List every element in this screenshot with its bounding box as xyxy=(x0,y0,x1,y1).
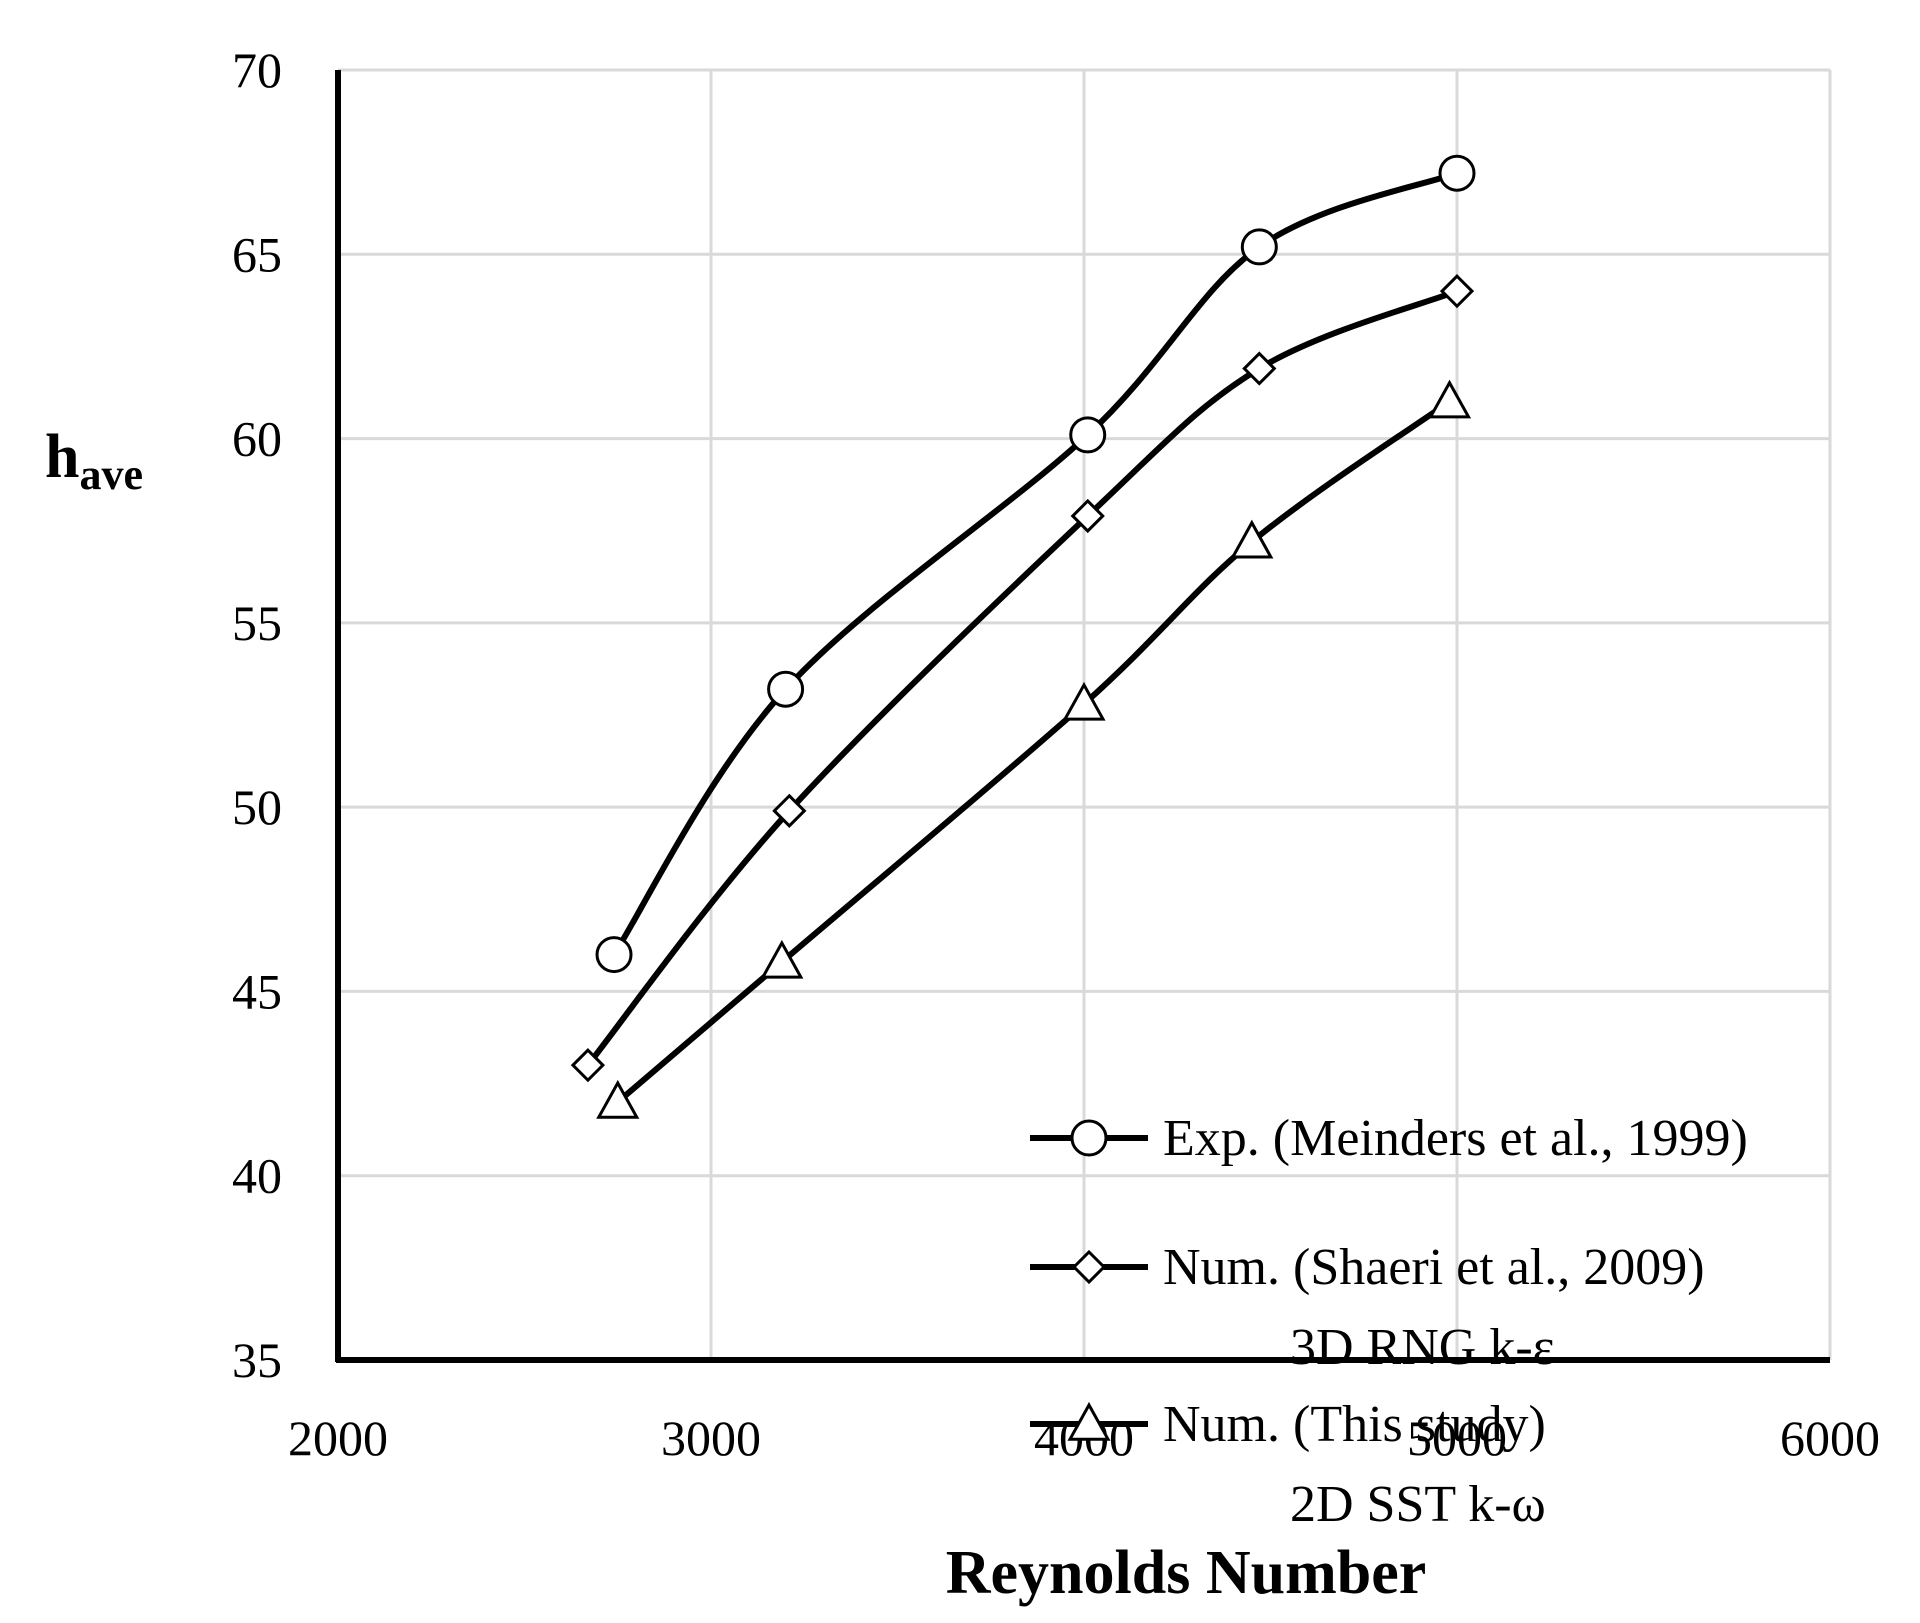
x-tick-label: 3000 xyxy=(661,1410,761,1466)
y-tick-label: 60 xyxy=(232,411,282,467)
series-line xyxy=(585,288,1459,1068)
data-point xyxy=(1438,154,1476,192)
legend-label: Exp. (Meinders et al., 1999) xyxy=(1163,1110,1748,1167)
data-point xyxy=(760,939,804,979)
data-point xyxy=(1439,274,1475,309)
tick-labels: 354045505560657020003000400050006000 xyxy=(232,42,1880,1466)
legend-label: Num. (Shaeri et al., 2009) xyxy=(1163,1239,1705,1296)
legend-entry-1: Exp. (Meinders et al., 1999) xyxy=(1030,1110,1748,1167)
data-point xyxy=(1230,519,1274,559)
legend-marker xyxy=(1070,1119,1108,1157)
series-line xyxy=(615,399,1452,1105)
legend-label-line2: 2D SST k-ω xyxy=(1290,1476,1546,1533)
legend: Exp. (Meinders et al., 1999) Num. (Shaeri… xyxy=(1030,1110,1748,1533)
legend-entry-2: Num. (Shaeri et al., 2009) 3D RNG k-ε xyxy=(1030,1239,1705,1376)
y-tick-label: 45 xyxy=(232,963,282,1019)
axes xyxy=(335,70,1830,1363)
series-3 xyxy=(596,379,1472,1119)
series-1 xyxy=(595,154,1476,974)
data-point xyxy=(1240,228,1278,266)
x-tick-label: 6000 xyxy=(1780,1410,1880,1466)
y-axis-label-sub: ave xyxy=(79,450,143,499)
y-tick-label: 70 xyxy=(232,42,282,98)
legend-marker xyxy=(1067,1401,1111,1441)
data-point xyxy=(596,1079,640,1119)
series-line xyxy=(611,170,1459,957)
legend-label-line2: 3D RNG k-ε xyxy=(1290,1319,1555,1376)
y-tick-label: 50 xyxy=(232,779,282,835)
data-point xyxy=(570,1048,606,1083)
legend-entry-3: Num. (This study) 2D SST k-ω xyxy=(1030,1396,1546,1533)
data-point xyxy=(767,670,805,708)
legend-label: Num. (This study) xyxy=(1163,1396,1546,1453)
data-point xyxy=(1242,351,1277,386)
data-point xyxy=(1070,498,1105,534)
y-axis-label-main: h xyxy=(45,423,79,491)
data-point xyxy=(1069,416,1107,454)
series xyxy=(570,154,1476,1119)
data-point xyxy=(595,936,633,974)
data-point xyxy=(772,793,807,828)
legend-marker xyxy=(1071,1249,1107,1285)
y-tick-label: 65 xyxy=(232,226,282,282)
series-2 xyxy=(570,274,1475,1083)
y-tick-label: 40 xyxy=(232,1148,282,1204)
y-axis-label: have xyxy=(45,423,143,499)
x-axis-label: Reynolds Number xyxy=(946,1539,1427,1607)
x-tick-label: 5000 xyxy=(1407,1410,1507,1466)
x-tick-label: 2000 xyxy=(288,1410,388,1466)
data-point xyxy=(1062,681,1106,721)
data-point xyxy=(1427,379,1472,419)
y-tick-label: 55 xyxy=(232,595,282,651)
y-tick-label: 35 xyxy=(232,1332,282,1388)
